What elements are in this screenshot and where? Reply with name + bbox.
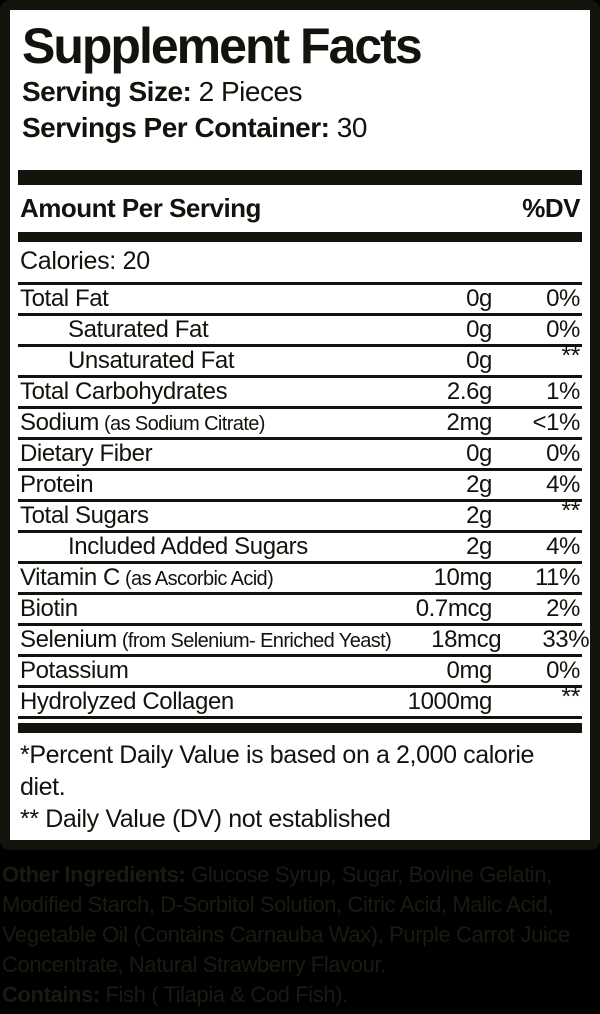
- nutrient-name: Unsaturated Fat: [68, 347, 235, 374]
- nutrient-amount: 2mg: [446, 409, 493, 436]
- divider-bar-header: [18, 232, 582, 242]
- nutrient-dv: **: [561, 682, 580, 711]
- nutrient-amount: 2g: [466, 471, 492, 498]
- supplement-facts-panel: Supplement Facts Serving Size: 2 Pieces …: [0, 0, 600, 850]
- nutrient-name: Dietary Fiber: [20, 440, 153, 467]
- nutrient-amount: 2.6g: [446, 378, 493, 405]
- nutrient-amount: 0mg: [446, 657, 493, 684]
- footnote-dv-not-established: ** Daily Value (DV) not established: [20, 805, 391, 833]
- nutrient-name: Biotin: [20, 595, 78, 622]
- nutrient-dv: 0%: [546, 657, 580, 684]
- nutrient-dv: 1%: [546, 378, 580, 405]
- nutrient-dv: 2%: [546, 595, 580, 622]
- nutrient-amount: 2g: [466, 502, 492, 529]
- nutrient-row: Total Carbohydrates 2.6g 1%: [18, 378, 582, 409]
- nutrient-name: Included Added Sugars: [68, 533, 308, 560]
- nutrient-name: Protein: [20, 471, 94, 498]
- serving-size-line: Serving Size: 2 Pieces: [18, 74, 582, 110]
- nutrient-row: Sodium (as Sodium Citrate) 2mg <1%: [18, 409, 582, 440]
- nutrient-row: Hydrolyzed Collagen 1000mg **: [18, 683, 582, 719]
- nutrient-note: (as Sodium Citrate): [103, 413, 265, 435]
- nutrient-row: Dietary Fiber 0g 0%: [18, 440, 582, 471]
- nutrient-amount: 0g: [466, 440, 492, 467]
- nutrient-dv: 11%: [534, 564, 580, 591]
- nutrient-row: Biotin 0.7mcg 2%: [18, 595, 582, 626]
- nutrient-amount: 1000mg: [407, 688, 493, 715]
- nutrient-amount: 10mg: [433, 564, 493, 591]
- serving-size-value: 2 Pieces: [198, 76, 303, 107]
- nutrient-note: (from Selenium- Enriched Yeast): [121, 630, 392, 652]
- other-ingredients-label: Other Ingredients:: [2, 862, 186, 887]
- nutrient-amount: 0.7mcg: [415, 595, 493, 622]
- nutrient-note: (as Ascorbic Acid): [125, 568, 274, 590]
- nutrient-row: Included Added Sugars 2g 4%: [18, 533, 582, 564]
- servings-per-container-label: Servings Per Container:: [22, 112, 330, 143]
- nutrient-dv: **: [561, 496, 580, 525]
- nutrient-dv: **: [561, 341, 580, 370]
- nutrient-row: Unsaturated Fat 0g **: [18, 342, 582, 378]
- servings-per-container-line: Servings Per Container: 30: [18, 110, 582, 146]
- divider-bar-bottom: [18, 723, 582, 733]
- nutrient-row: Total Sugars 2g **: [18, 497, 582, 533]
- nutrient-name: Total Carbohydrates: [20, 378, 228, 405]
- nutrient-dv: 4%: [546, 471, 580, 498]
- nutrient-row: Potassium 0mg 0%: [18, 657, 582, 688]
- nutrient-row: Selenium (from Selenium- Enriched Yeast) …: [18, 626, 590, 657]
- nutrient-amount: 2g: [466, 533, 492, 560]
- footnote-daily-value: *Percent Daily Value is based on a 2,000…: [20, 741, 534, 801]
- nutrient-dv: 33%: [542, 626, 590, 653]
- nutrient-dv: 4%: [546, 533, 580, 560]
- nutrient-name: Total Sugars: [20, 502, 149, 529]
- amount-per-serving-header: Amount Per Serving: [20, 193, 261, 223]
- other-ingredients-text: Glucose Syrup, Sugar, Bovine Gelatin, Mo…: [2, 862, 570, 977]
- nutrient-name: Potassium: [20, 657, 129, 684]
- nutrient-row: Total Fat 0g 0%: [18, 285, 582, 316]
- contains-text: Fish ( Tilapia & Cod Fish).: [99, 982, 349, 1007]
- divider-bar-top: [18, 170, 582, 185]
- table-header: Amount Per Serving %DV: [18, 185, 582, 232]
- nutrient-name: Saturated Fat: [68, 316, 209, 343]
- nutrient-dv: 0%: [546, 285, 580, 312]
- nutrient-name: Total Fat: [20, 285, 109, 312]
- nutrient-dv: <1%: [532, 409, 580, 436]
- nutrient-row: Vitamin C (as Ascorbic Acid) 10mg 11%: [18, 564, 582, 595]
- other-ingredients-section: Other Ingredients: Glucose Syrup, Sugar,…: [0, 850, 600, 1010]
- nutrient-name: Hydrolyzed Collagen: [20, 688, 234, 715]
- nutrient-name: Selenium (from Selenium- Enriched Yeast): [20, 626, 392, 653]
- contains-label: Contains:: [2, 982, 100, 1007]
- calories-row: Calories: 20: [18, 242, 582, 285]
- nutrient-table: Total Fat 0g 0% Saturated Fat 0g 0% Unsa…: [18, 285, 590, 719]
- nutrient-row: Protein 2g 4%: [18, 471, 582, 502]
- nutrient-amount: 18mcg: [431, 626, 502, 653]
- serving-size-label: Serving Size:: [22, 76, 192, 107]
- nutrient-dv: 0%: [546, 316, 580, 343]
- servings-per-container-value: 30: [336, 112, 368, 143]
- nutrient-dv: 0%: [546, 440, 580, 467]
- footnotes: *Percent Daily Value is based on a 2,000…: [18, 733, 582, 835]
- nutrient-name: Vitamin C (as Ascorbic Acid): [20, 564, 274, 591]
- nutrient-amount: 0g: [466, 316, 492, 343]
- supplement-facts-title: Supplement Facts: [22, 18, 423, 74]
- nutrient-row: Saturated Fat 0g 0%: [18, 316, 582, 347]
- nutrient-amount: 0g: [466, 347, 492, 374]
- dv-header: %DV: [522, 193, 580, 223]
- nutrient-name: Sodium (as Sodium Citrate): [20, 409, 265, 436]
- nutrient-amount: 0g: [466, 285, 492, 312]
